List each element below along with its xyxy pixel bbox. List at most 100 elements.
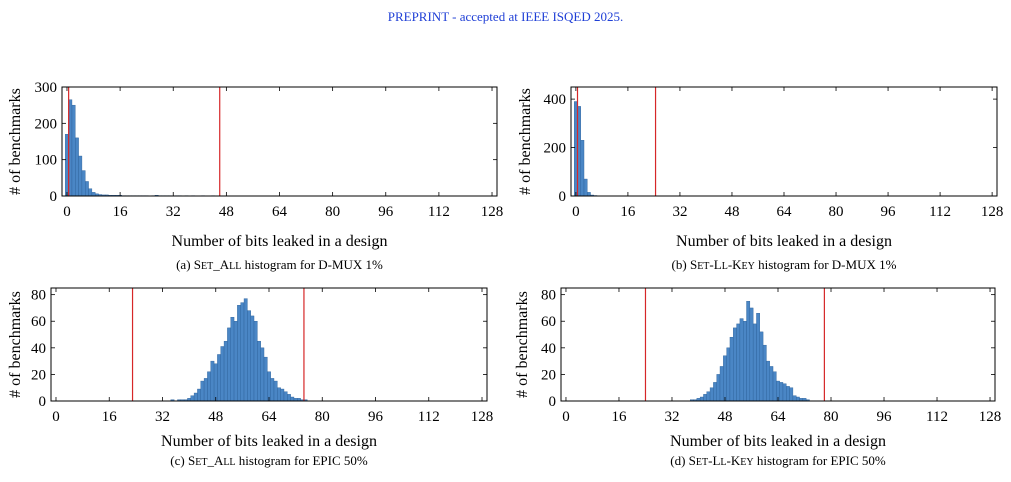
y-tick-label: 100	[35, 153, 58, 169]
histogram-bar	[88, 188, 93, 197]
x-tick-label: 80	[325, 204, 340, 220]
x-tick-label: 0	[562, 409, 570, 425]
histogram-bar	[583, 178, 588, 197]
x-tick-label: 48	[724, 204, 739, 220]
histogram-bar	[762, 344, 767, 402]
histogram-bar	[81, 170, 86, 197]
x-tick-label: 128	[471, 409, 494, 425]
histogram-panel-0: 0 16 32 48 64 80 96 112 128 0 100 200 300 Number of b…	[7, 80, 503, 272]
x-tick-label: 96	[877, 409, 893, 425]
histogram-bar	[779, 382, 784, 402]
x-tick-label: 96	[368, 409, 384, 425]
histogram-bar	[85, 181, 89, 197]
histogram-bar	[237, 305, 241, 402]
histogram-bar	[220, 346, 225, 402]
x-tick-label: 48	[208, 409, 223, 425]
histogram-bar	[786, 386, 790, 402]
histogram-bar	[210, 360, 215, 402]
histogram-bar	[240, 302, 245, 402]
histogram-bar	[283, 391, 288, 402]
histogram-bar	[743, 321, 747, 402]
histogram-bar	[749, 307, 754, 402]
page-header: PREPRINT - accepted at IEEE ISQED 2025.	[387, 9, 624, 24]
x-tick-label: 96	[378, 204, 394, 220]
histogram-panel-1: 0 16 32 48 64 80 96 112 128 0 200 400 Number of bits…	[517, 86, 1004, 272]
histogram-bar	[233, 321, 238, 402]
x-tick-label: 0	[63, 204, 71, 220]
subfigure-caption: (b) SET-LL-KEY histogram for D-MUX 1%	[672, 257, 897, 272]
x-tick-label: 112	[418, 409, 440, 425]
x-tick-label: 0	[572, 204, 580, 220]
histogram-bar	[257, 340, 261, 402]
histogram-bar	[703, 394, 707, 402]
x-tick-label: 80	[315, 409, 330, 425]
y-tick-label: 40	[541, 341, 556, 357]
histogram-bar	[792, 395, 797, 402]
histogram-bar	[782, 383, 787, 402]
y-tick-label: 80	[541, 288, 556, 304]
y-tick-label: 400	[544, 92, 567, 108]
subfigure-caption: (d) SET-LL-KEY histogram for EPIC 50%	[670, 453, 886, 468]
histogram-bar	[213, 363, 218, 402]
y-tick-label: 60	[541, 314, 556, 330]
histogram-bar	[759, 331, 764, 402]
histogram-bar	[706, 391, 711, 402]
histogram-bar	[243, 298, 248, 402]
histogram-bar	[91, 192, 96, 197]
y-tick-label: 80	[31, 288, 46, 304]
y-tick-label: 0	[549, 394, 557, 410]
x-axis-label: Number of bits leaked in a design	[676, 233, 892, 250]
x-tick-label: 128	[979, 409, 1002, 425]
x-tick-label: 32	[166, 204, 181, 220]
histogram-bar	[723, 355, 727, 402]
histogram-bar	[769, 366, 774, 402]
histogram-bar	[766, 360, 770, 402]
x-tick-label: 0	[52, 409, 60, 425]
histogram-bar	[78, 155, 83, 197]
histogram-bar	[197, 388, 201, 402]
y-axis-label: # of benchmarks	[7, 291, 24, 398]
x-tick-label: 112	[929, 204, 951, 220]
x-tick-label: 32	[664, 409, 679, 425]
histogram-bar	[273, 380, 278, 402]
histogram-bar	[75, 137, 79, 197]
histogram-bar	[756, 313, 760, 402]
y-tick-label: 20	[541, 367, 556, 383]
histogram-panel-3: 0 16 32 48 64 80 96 112 128 0 20 40 60 80 Number of bi…	[514, 287, 1002, 468]
histogram-bar	[699, 396, 704, 402]
x-axis-label: Number of bits leaked in a design	[161, 433, 377, 450]
histogram-bar	[263, 356, 268, 402]
histogram-bar	[267, 371, 271, 402]
x-tick-label: 16	[113, 204, 129, 220]
histogram-bar	[230, 317, 235, 402]
x-tick-label: 96	[881, 204, 897, 220]
y-tick-label: 0	[39, 394, 47, 410]
subfigure-caption: (c) SET_ALL histogram for EPIC 50%	[170, 453, 368, 468]
x-tick-label: 48	[717, 409, 732, 425]
y-tick-label: 40	[31, 341, 46, 357]
x-tick-label: 64	[272, 204, 288, 220]
x-axis-label: Number of bits leaked in a design	[670, 433, 886, 450]
x-tick-label: 64	[777, 204, 793, 220]
x-tick-label: 128	[481, 204, 504, 220]
x-tick-label: 128	[981, 204, 1004, 220]
y-tick-label: 0	[50, 189, 58, 205]
histogram-bar	[71, 104, 76, 197]
x-tick-label: 48	[219, 204, 234, 220]
histogram-bar	[193, 392, 198, 402]
histogram-bar	[713, 382, 717, 402]
histogram-bar	[716, 374, 721, 402]
histogram-bar	[223, 340, 228, 402]
histogram-bar	[247, 310, 251, 402]
histogram-bar	[260, 347, 265, 402]
histogram-bar	[290, 396, 295, 402]
histogram-bar	[200, 380, 205, 402]
x-tick-label: 112	[428, 204, 450, 220]
y-axis-label: # of benchmarks	[7, 88, 24, 195]
subfigure-caption: (a) SET_ALL histogram for D-MUX 1%	[176, 257, 383, 272]
histogram-bar	[733, 327, 737, 402]
histogram-bar	[709, 387, 714, 402]
histogram-bar	[217, 354, 221, 402]
x-tick-label: 16	[611, 409, 627, 425]
y-tick-label: 200	[35, 116, 58, 132]
